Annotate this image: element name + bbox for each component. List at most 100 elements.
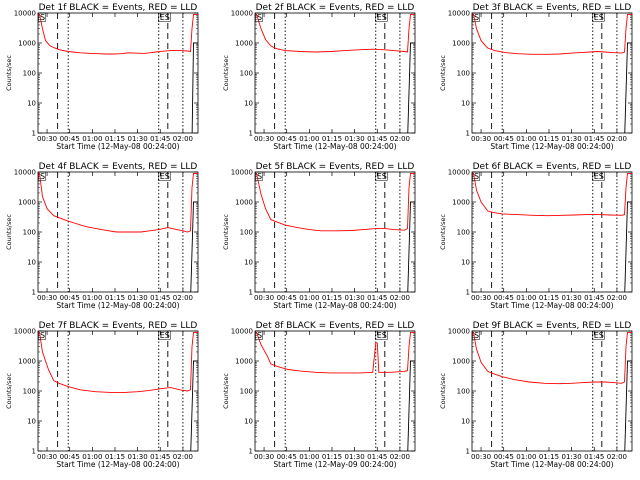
lld-series-line: [472, 172, 632, 217]
y-tick-label: 10: [461, 100, 470, 108]
start-marker-box: [38, 171, 46, 181]
start-marker-box: [255, 330, 263, 340]
x-tick-label: 01:15: [539, 135, 559, 143]
x-tick-label: 01:15: [322, 135, 342, 143]
end-marker-box: [592, 12, 605, 22]
events-series-line: [407, 201, 415, 292]
x-tick-label: 01:45: [367, 135, 387, 143]
start-marker: S: [474, 172, 479, 181]
x-tick-label: 00:45: [60, 294, 80, 302]
start-marker: S: [40, 13, 45, 22]
y-tick-label: 100: [23, 70, 36, 78]
detector-panel: Det 6f BLACK = Events, RED = LLD 1 10 100 10…: [439, 162, 633, 310]
end-marker-box: [158, 12, 171, 22]
detector-panel: Det 1f BLACK = Events, RED = LLD 1 10 100 10…: [5, 3, 199, 151]
y-tick-label: 10: [27, 100, 36, 108]
y-tick-label: 1000: [18, 358, 36, 366]
y-axis-label: Counts/sec: [439, 55, 447, 91]
x-axis-label: Start Time (12-May-08 00:24:00): [273, 142, 396, 151]
end-marker-box: [158, 171, 171, 181]
events-series-line: [190, 360, 198, 451]
lld-series-line: [472, 13, 632, 55]
x-tick-label: 01:00: [516, 294, 536, 302]
end-marker: ES: [594, 172, 604, 181]
detector-panel: Det 9f BLACK = Events, RED = LLD 1 10 100 10…: [439, 321, 633, 469]
lld-series-line: [38, 172, 198, 233]
x-tick-label: 02:00: [607, 294, 627, 302]
events-series-line: [407, 42, 415, 133]
x-tick-label: 00:30: [471, 453, 491, 461]
x-tick-label: 01:30: [562, 453, 582, 461]
x-tick-label: 00:30: [471, 135, 491, 143]
x-tick-label: 01:30: [345, 294, 365, 302]
x-axis-label: Start Time (12-May-08 00:24:00): [56, 142, 179, 151]
chart-title: Det 3f BLACK = Events, RED = LLD: [473, 3, 632, 13]
x-tick-label: 01:45: [150, 135, 170, 143]
plot-frame: [471, 12, 633, 134]
x-tick-label: 01:15: [105, 135, 125, 143]
y-tick-label: 10: [244, 100, 253, 108]
y-tick-label: 10000: [448, 169, 470, 177]
y-tick-label: 1000: [235, 40, 253, 48]
x-tick-label: 00:30: [37, 294, 57, 302]
start-marker: S: [257, 13, 262, 22]
lld-series-line: [472, 331, 632, 385]
x-tick-label: 02:00: [390, 453, 410, 461]
detector-panel: Det 8f BLACK = Events, RED = LLD 1 10 100 10…: [222, 321, 416, 469]
x-axis-label: Start Time (12-May-09 00:24:00): [273, 460, 396, 469]
end-marker-box: [375, 12, 388, 22]
y-tick-label: 10: [27, 259, 36, 267]
y-tick-label: 1: [249, 130, 253, 138]
y-axis-label: Counts/sec: [439, 373, 447, 409]
x-tick-label: 01:45: [367, 294, 387, 302]
x-tick-label: 00:30: [254, 135, 274, 143]
events-series-line: [190, 201, 198, 292]
events-series-line: [624, 201, 632, 292]
detector-panel: Det 5f BLACK = Events, RED = LLD 1 10 100 10…: [222, 162, 416, 310]
y-axis-label: Counts/sec: [439, 214, 447, 250]
start-marker: S: [474, 331, 479, 340]
x-tick-label: 01:30: [128, 294, 148, 302]
x-tick-label: 00:45: [60, 135, 80, 143]
y-tick-label: 100: [23, 229, 36, 237]
x-tick-label: 01:00: [516, 453, 536, 461]
x-tick-label: 00:30: [254, 453, 274, 461]
y-tick-label: 1: [32, 289, 36, 297]
y-axis-label: Counts/sec: [222, 55, 230, 91]
y-axis-label: Counts/sec: [222, 373, 230, 409]
x-tick-label: 00:45: [277, 135, 297, 143]
x-tick-label: 01:15: [322, 453, 342, 461]
plot-frame: [37, 330, 199, 452]
y-tick-label: 1000: [235, 199, 253, 207]
lld-series-line: [255, 331, 415, 374]
events-series-line: [191, 42, 198, 133]
y-tick-label: 1000: [235, 358, 253, 366]
x-tick-label: 01:00: [299, 453, 319, 461]
y-axis-label: Counts/sec: [5, 214, 13, 250]
chart-title: Det 9f BLACK = Events, RED = LLD: [473, 321, 632, 331]
chart-title: Det 1f BLACK = Events, RED = LLD: [39, 3, 198, 13]
x-tick-label: 00:30: [37, 453, 57, 461]
y-tick-label: 100: [457, 229, 470, 237]
start-marker: S: [257, 172, 262, 181]
x-tick-label: 01:45: [150, 294, 170, 302]
y-axis-label: Counts/sec: [222, 214, 230, 250]
y-tick-label: 10000: [14, 10, 36, 18]
detector-panel: Det 4f BLACK = Events, RED = LLD 1 10 100 10…: [5, 162, 199, 310]
y-tick-label: 10000: [14, 169, 36, 177]
end-marker: ES: [160, 172, 170, 181]
x-tick-label: 02:00: [173, 135, 193, 143]
x-tick-label: 02:00: [607, 135, 627, 143]
y-tick-label: 1: [466, 130, 470, 138]
y-axis-label: Counts/sec: [5, 373, 13, 409]
y-tick-label: 1000: [452, 199, 470, 207]
y-tick-label: 10000: [231, 328, 253, 336]
y-tick-label: 100: [23, 388, 36, 396]
end-marker: ES: [594, 331, 604, 340]
start-marker-box: [472, 171, 480, 181]
x-tick-label: 00:30: [471, 294, 491, 302]
end-marker-box: [375, 330, 388, 340]
start-marker-box: [255, 171, 263, 181]
y-tick-label: 1: [466, 448, 470, 456]
y-tick-label: 10: [461, 418, 470, 426]
